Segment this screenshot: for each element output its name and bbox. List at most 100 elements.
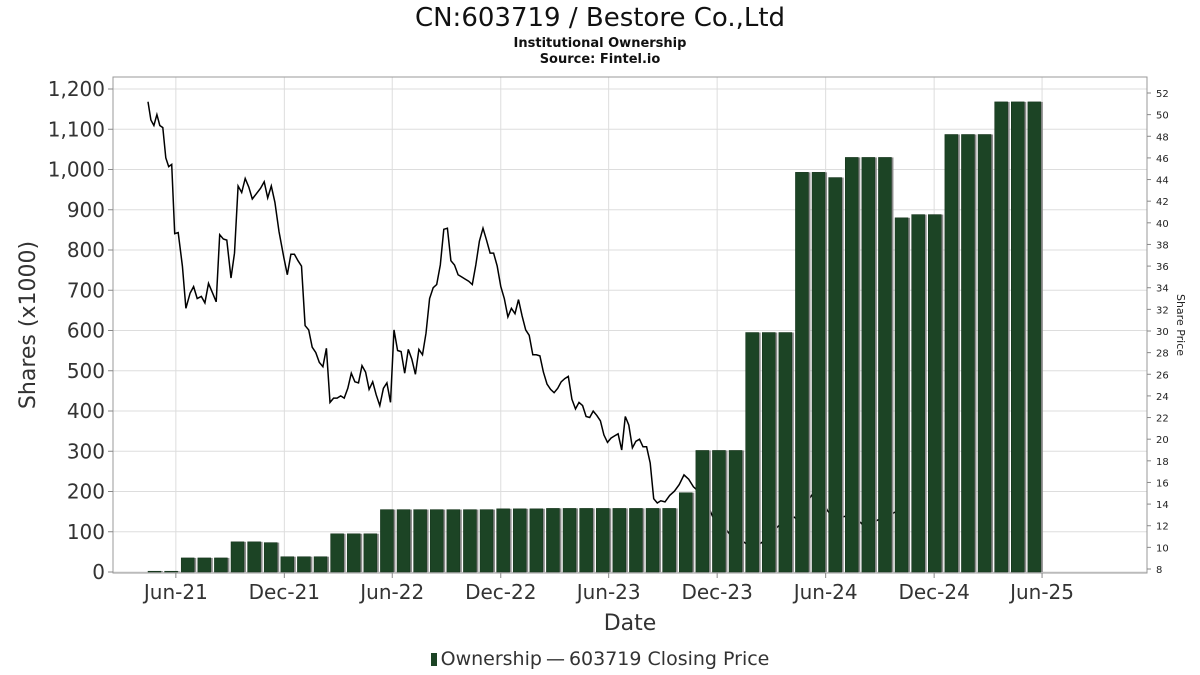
y2-tick-label: 34 <box>1156 284 1169 295</box>
ownership-bar <box>562 508 577 573</box>
ownership-bar <box>761 332 776 573</box>
y-tick-label: 600 <box>67 319 105 343</box>
y-tick-label: 0 <box>92 560 105 584</box>
ownership-bar <box>595 508 610 573</box>
chart-title: CN:603719 / Bestore Co.,Ltd <box>414 3 786 33</box>
ownership-bar <box>662 508 676 573</box>
ownership-bar <box>612 508 627 573</box>
ownership-bar <box>380 509 394 573</box>
x-tick-label: Jun-25 <box>1008 580 1074 604</box>
y2-tick-label: 18 <box>1156 457 1169 468</box>
ownership-bar <box>446 509 461 573</box>
ownership-bar <box>878 157 892 573</box>
ownership-bar <box>197 557 212 573</box>
ownership-bar <box>911 214 925 573</box>
y-tick-label: 200 <box>67 480 105 504</box>
y2-tick-label: 52 <box>1156 89 1169 100</box>
ownership-bar <box>396 509 411 573</box>
ownership-bar <box>795 172 809 573</box>
x-tick-label: Dec-24 <box>898 580 969 604</box>
x-axis-title: Date <box>604 611 657 636</box>
ownership-bar <box>413 509 427 573</box>
y2-tick-label: 20 <box>1156 435 1169 446</box>
y2-tick-label: 50 <box>1156 111 1169 122</box>
ownership-bar <box>579 508 593 573</box>
ownership-bar <box>346 533 361 573</box>
ownership-bar <box>994 101 1008 573</box>
bar-layer <box>147 101 1043 573</box>
y2-tick-label: 26 <box>1156 370 1169 381</box>
ownership-bar <box>927 214 942 573</box>
legend-price-swatch: — <box>545 648 565 670</box>
ownership-bar <box>180 557 195 573</box>
y-tick-label: 1,100 <box>48 117 105 141</box>
y2-tick-label: 8 <box>1156 565 1162 576</box>
ownership-bar <box>1011 101 1025 573</box>
ownership-bar <box>429 509 444 573</box>
legend-ownership-swatch <box>430 653 437 666</box>
y-tick-label: 400 <box>67 399 105 423</box>
y-tick-label: 1,200 <box>48 77 105 101</box>
ownership-bar <box>280 556 295 573</box>
ownership-bar <box>479 509 494 573</box>
ownership-bar <box>529 508 544 573</box>
y2-tick-label: 48 <box>1156 132 1169 143</box>
y2-tick-label: 16 <box>1156 478 1169 489</box>
legend: Ownership —603719 Closing Price <box>0 648 1200 670</box>
ownership-bar <box>330 533 344 573</box>
chart-source: Source: Fintel.io <box>539 52 661 67</box>
y-tick-label: 300 <box>67 439 105 463</box>
ownership-bar <box>263 542 278 573</box>
y2-tick-label: 22 <box>1156 414 1169 425</box>
y2-tick-label: 12 <box>1156 522 1169 533</box>
ownership-bar <box>1027 101 1042 573</box>
ownership-bar <box>695 450 710 573</box>
ownership-bar <box>629 508 643 573</box>
ownership-bar <box>944 134 959 573</box>
y2-tick-label: 10 <box>1156 543 1169 554</box>
ownership-bar <box>961 134 975 573</box>
ownership-bar <box>844 157 859 573</box>
ownership-bar <box>678 492 693 573</box>
y2-axis-title: Share Price <box>1174 294 1187 356</box>
legend-ownership-label: Ownership <box>440 648 542 670</box>
x-tick-label: Jun-22 <box>358 580 424 604</box>
x-tick-label: Jun-23 <box>575 580 641 604</box>
ownership-bar <box>363 533 378 573</box>
ownership-bar <box>728 450 743 573</box>
y-tick-label: 500 <box>67 359 105 383</box>
ownership-bar <box>463 509 477 573</box>
x-tick-label: Jun-24 <box>792 580 858 604</box>
x-tick-label: Jun-21 <box>142 580 208 604</box>
y-tick-label: 700 <box>67 278 105 302</box>
ownership-bar <box>894 217 909 573</box>
ownership-bar <box>147 570 162 573</box>
ownership-bar <box>496 508 510 573</box>
y2-tick-label: 40 <box>1156 219 1169 230</box>
ownership-bar <box>861 157 876 573</box>
y-axis-title: Shares (x1000) <box>16 241 41 409</box>
ownership-bar <box>778 332 793 573</box>
ownership-bar <box>230 541 245 573</box>
y2-tick-label: 36 <box>1156 262 1169 273</box>
ownership-bar <box>313 556 328 573</box>
chart-subtitle: Institutional Ownership <box>513 36 687 51</box>
y2-tick-label: 14 <box>1156 500 1169 511</box>
ownership-bar <box>977 134 992 573</box>
ownership-bar <box>164 570 178 573</box>
x-tick-label: Dec-22 <box>465 580 536 604</box>
y2-tick-label: 46 <box>1156 154 1169 165</box>
ownership-bar <box>512 508 527 573</box>
ownership-bar <box>297 556 311 573</box>
y-tick-label: 100 <box>67 520 105 544</box>
y2-tick-label: 24 <box>1156 392 1169 403</box>
ownership-bar <box>828 177 842 573</box>
y-tick-label: 900 <box>67 198 105 222</box>
ownership-bar <box>645 508 660 573</box>
y2-tick-label: 30 <box>1156 327 1169 338</box>
ownership-bar <box>745 332 759 573</box>
ownership-bar <box>712 450 726 573</box>
y-tick-label: 800 <box>67 238 105 262</box>
ownership-bar <box>546 508 560 573</box>
